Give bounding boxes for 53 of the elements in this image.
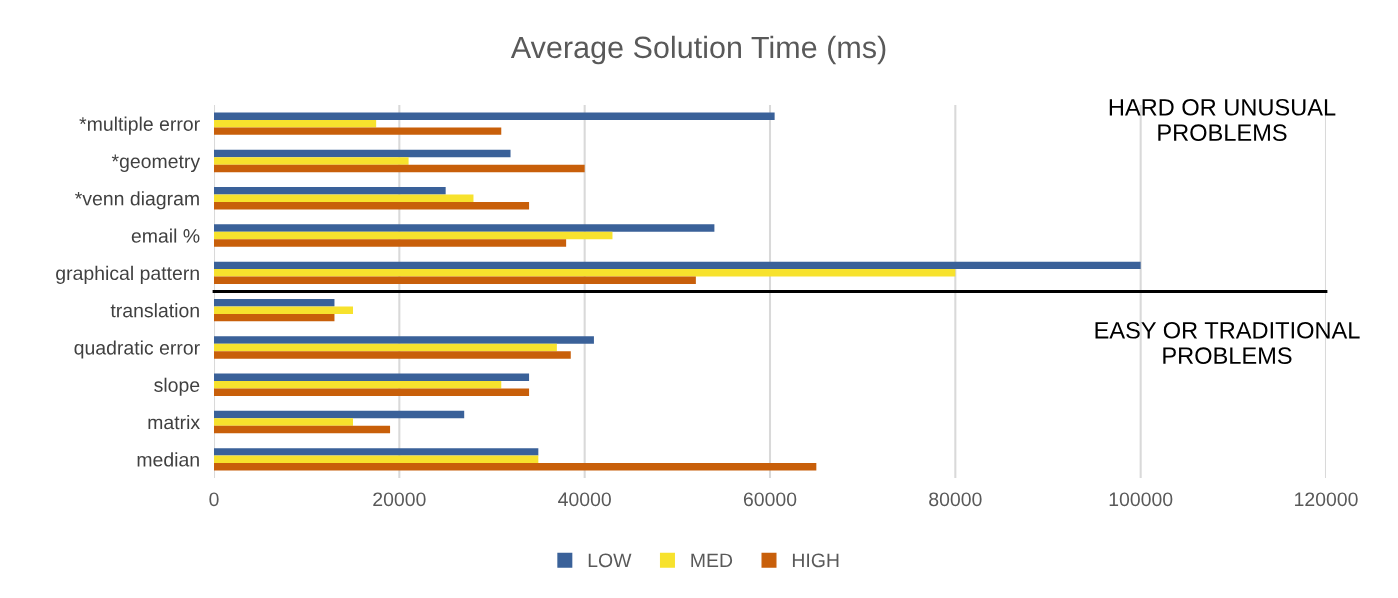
y-tick-label: median bbox=[137, 452, 199, 467]
legend-label: HIGH bbox=[792, 553, 839, 568]
chart-title: Average Solution Time (ms) bbox=[510, 35, 886, 65]
bar bbox=[214, 224, 715, 232]
bar bbox=[214, 455, 539, 464]
bar bbox=[214, 410, 465, 419]
bar bbox=[214, 313, 335, 322]
x-tick-label: 100000 bbox=[1109, 492, 1173, 507]
y-tick-label: matrix bbox=[148, 415, 200, 430]
y-tick-label: *geometry bbox=[111, 154, 201, 173]
bar bbox=[214, 298, 335, 307]
bar bbox=[214, 119, 377, 128]
annotation: HARD OR UNUSUAL PROBLEMS bbox=[1109, 98, 1336, 142]
bar bbox=[214, 276, 696, 285]
bar bbox=[214, 373, 530, 382]
y-tick-label: *venn diagram bbox=[75, 191, 199, 210]
bar bbox=[214, 157, 409, 165]
bar bbox=[214, 463, 817, 471]
legend-label: MED bbox=[691, 553, 733, 568]
bar bbox=[214, 201, 530, 210]
bar bbox=[214, 164, 585, 173]
bar bbox=[214, 239, 567, 247]
y-tick-label: quadratic error bbox=[74, 340, 200, 359]
y-tick-label: email % bbox=[131, 228, 200, 243]
x-tick-label: 120000 bbox=[1295, 492, 1358, 507]
bar bbox=[214, 343, 557, 352]
y-tick-label: graphical pattern bbox=[56, 265, 199, 284]
bar bbox=[214, 261, 1141, 270]
x-tick-label: 40000 bbox=[558, 492, 611, 507]
bar bbox=[214, 149, 511, 158]
y-tick-label: slope bbox=[154, 377, 200, 396]
bar bbox=[214, 336, 594, 344]
annotation: EASY OR TRADITIONAL PROBLEMS bbox=[1095, 321, 1360, 365]
bar bbox=[214, 269, 956, 277]
y-tick-label: translation bbox=[110, 303, 199, 318]
x-tick-label: 60000 bbox=[743, 492, 797, 507]
bar bbox=[214, 194, 474, 202]
x-tick-label: 20000 bbox=[373, 492, 426, 507]
bar bbox=[214, 351, 571, 359]
y-tick-label: *multiple error bbox=[79, 116, 200, 135]
legend-label: LOW bbox=[588, 553, 632, 568]
bar bbox=[214, 388, 530, 396]
bar bbox=[214, 381, 502, 389]
bar bbox=[214, 425, 391, 434]
x-tick-label: 80000 bbox=[929, 492, 982, 507]
bar bbox=[214, 448, 539, 456]
x-tick-label: 0 bbox=[209, 492, 219, 507]
bar bbox=[214, 306, 353, 314]
bar bbox=[214, 112, 775, 120]
bar bbox=[214, 127, 502, 135]
bar bbox=[214, 418, 353, 426]
bar bbox=[214, 231, 613, 240]
bar bbox=[214, 187, 446, 195]
